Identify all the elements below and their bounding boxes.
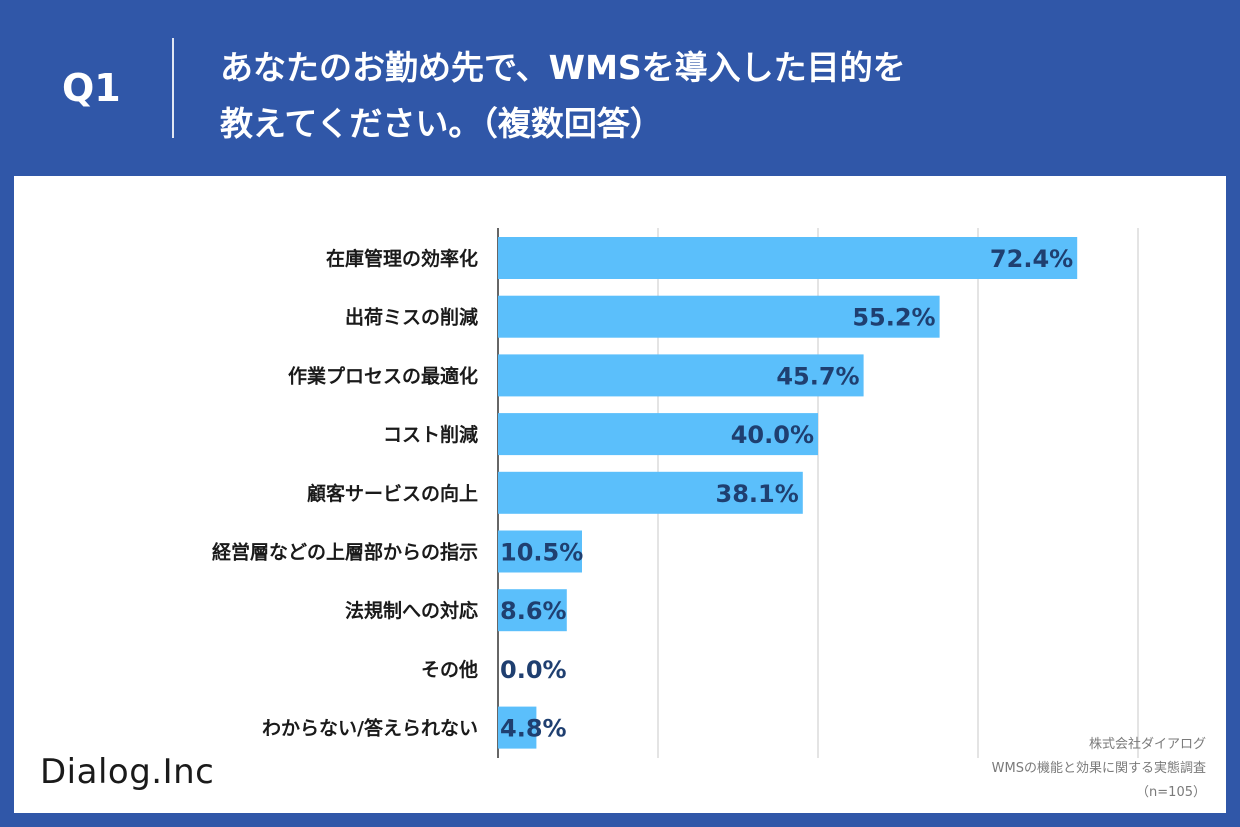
data-label: 45.7% [776, 362, 859, 390]
data-label: 4.8% [500, 715, 567, 743]
category-label: 出荷ミスの削減 [345, 306, 478, 329]
bar [498, 589, 567, 632]
question-label: Q1 [62, 66, 121, 110]
question-title-line-1: あなたのお勤め先で、WMSを導入した目的を [220, 48, 906, 87]
category-label: わからない/答えられない [262, 717, 478, 740]
header: Q1 あなたのお勤め先で、WMSを導入した目的を 教えてください。（複数回答） [0, 0, 1240, 176]
bar [498, 530, 582, 573]
category-label: コスト削減 [383, 423, 478, 446]
bar [498, 706, 537, 749]
category-label: 顧客サービスの向上 [307, 482, 478, 505]
source-survey: WMSの機能と効果に関する実態調査 [991, 761, 1206, 776]
bar [498, 295, 940, 338]
source-note: 株式会社ダイアログ WMSの機能と効果に関する実態調査 （n=105） [992, 733, 1206, 805]
header-divider [172, 38, 174, 138]
category-label: 作業プロセスの最適化 [288, 364, 478, 387]
source-sample: （n=105） [1136, 785, 1206, 800]
bar [498, 413, 818, 456]
data-label: 38.1% [716, 480, 799, 508]
bars [498, 237, 1078, 749]
bar [498, 237, 1078, 279]
category-label: 在庫管理の効率化 [326, 247, 478, 270]
category-label: その他 [421, 658, 478, 681]
question-title-line-2: 教えてください。（複数回答） [220, 104, 663, 143]
data-label: 40.0% [731, 421, 814, 449]
data-label: 10.5% [500, 539, 583, 567]
bar [498, 471, 803, 514]
labels: 在庫管理の効率化 72.4% 出荷ミスの削減 55.2% 作業プロセスの最適化 45.7%… [212, 245, 1073, 743]
data-label: 0.0% [500, 656, 567, 684]
data-label: 72.4% [990, 245, 1073, 273]
category-label: 経営層などの上層部からの指示 [212, 541, 478, 564]
company-logo: Dialog.Inc [40, 752, 215, 792]
bar [498, 354, 864, 397]
source-company: 株式会社ダイアログ [1088, 737, 1206, 752]
question-title: あなたのお勤め先で、WMSを導入した目的を 教えてください。（複数回答） [220, 40, 1200, 152]
data-label: 8.6% [500, 597, 567, 625]
data-label: 55.2% [852, 304, 935, 332]
category-label: 法規制への対応 [345, 599, 478, 622]
